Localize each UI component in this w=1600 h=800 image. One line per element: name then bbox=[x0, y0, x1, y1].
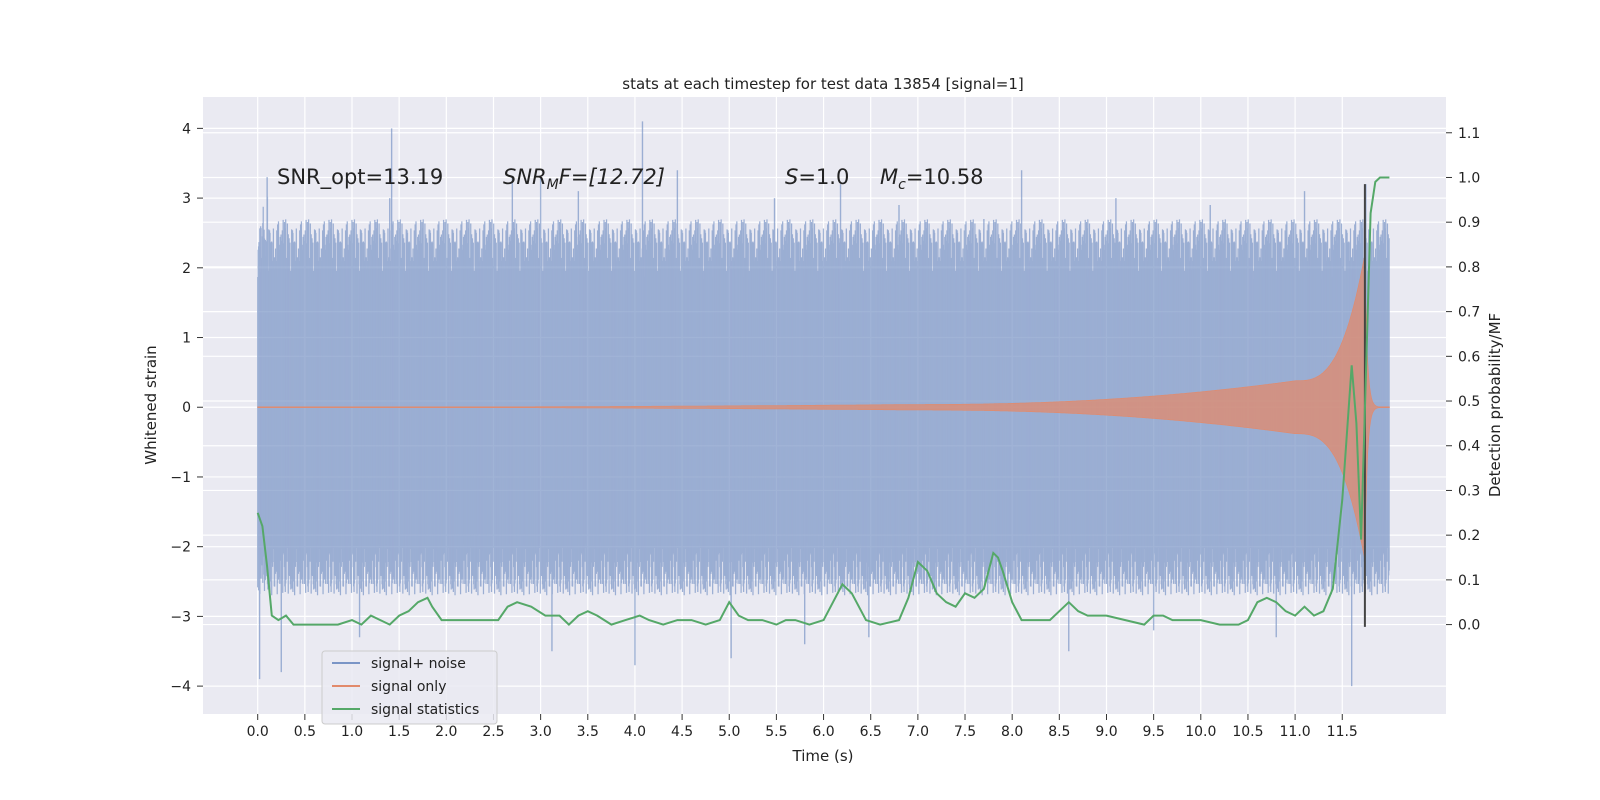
data-layer bbox=[256, 121, 1390, 687]
x-tick-label: 9.0 bbox=[1095, 724, 1117, 740]
y-tick-label: 0 bbox=[182, 400, 191, 416]
y-tick-label: −4 bbox=[170, 679, 191, 695]
annotation-s: S=1.0 bbox=[785, 165, 849, 189]
y-tick-label: 4 bbox=[182, 121, 191, 137]
x-tick-label: 11.5 bbox=[1327, 724, 1358, 740]
x-tick-label: 6.0 bbox=[812, 724, 834, 740]
chart-title: stats at each timestep for test data 138… bbox=[622, 75, 1023, 93]
annotation-snr-opt: SNR_opt=13.19 bbox=[277, 165, 443, 190]
y-tick-label: −1 bbox=[170, 470, 191, 486]
y-right-tick-label: 0.4 bbox=[1458, 439, 1480, 455]
x-tick-label: 6.5 bbox=[860, 724, 882, 740]
annotation-snr-mf: SNRMF=[12.72] bbox=[503, 165, 665, 193]
y-right-tick-label: 1.1 bbox=[1458, 126, 1480, 142]
y-right-tick-label: 0.3 bbox=[1458, 483, 1480, 499]
legend: signal+ noise signal only signal statist… bbox=[321, 650, 498, 725]
y-right-tick-label: 0.8 bbox=[1458, 260, 1480, 276]
x-tick-label: 9.5 bbox=[1143, 724, 1165, 740]
annotation-mc: Mc=10.58 bbox=[880, 165, 984, 193]
series-signal-only bbox=[257, 253, 1390, 561]
y-right-tick-label: 1.0 bbox=[1458, 170, 1480, 186]
x-tick-label: 11.0 bbox=[1280, 724, 1311, 740]
x-tick-label: 2.5 bbox=[482, 724, 504, 740]
y-right-tick-label: 0.2 bbox=[1458, 528, 1480, 544]
x-tick-label: 0.0 bbox=[247, 724, 269, 740]
x-tick-label: 1.5 bbox=[388, 724, 410, 740]
x-tick-label: 4.0 bbox=[624, 724, 646, 740]
y-tick-label: 3 bbox=[182, 191, 191, 207]
legend-label-signal-only: signal only bbox=[371, 679, 446, 695]
x-tick-label: 5.5 bbox=[765, 724, 787, 740]
x-tick-label: 10.0 bbox=[1185, 724, 1216, 740]
x-tick-label: 7.0 bbox=[907, 724, 929, 740]
x-tick-label: 2.0 bbox=[435, 724, 457, 740]
y-tick-label: 1 bbox=[182, 331, 191, 347]
x-tick-label: 7.5 bbox=[954, 724, 976, 740]
x-axis-label: Time (s) bbox=[792, 747, 854, 765]
y-tick-label: −2 bbox=[170, 540, 191, 556]
x-tick-label: 4.5 bbox=[671, 724, 693, 740]
x-tick-label: 10.5 bbox=[1232, 724, 1263, 740]
x-tick-label: 0.5 bbox=[294, 724, 316, 740]
x-tick-label: 8.0 bbox=[1001, 724, 1023, 740]
y-tick-label: 2 bbox=[182, 261, 191, 277]
x-tick-label: 3.5 bbox=[577, 724, 599, 740]
y-right-tick-label: 0.6 bbox=[1458, 349, 1480, 365]
legend-box bbox=[321, 650, 498, 725]
x-tick-label: 3.0 bbox=[529, 724, 551, 740]
ticks: 0.0 0.5 1.0 1.5 2.0 2.5 3.0 3.5 4.0 4.5 5.0 5.5 6.0 6… bbox=[170, 121, 1480, 740]
x-tick-label: 8.5 bbox=[1048, 724, 1070, 740]
y-right-tick-label: 0.1 bbox=[1458, 573, 1480, 589]
series-signal-noise bbox=[257, 121, 1390, 687]
series-signal-statistics bbox=[256, 176, 1390, 626]
y-axis-label: Whitened strain bbox=[142, 345, 160, 464]
legend-label-signal-noise: signal+ noise bbox=[371, 656, 466, 672]
y-right-tick-label: 0.0 bbox=[1458, 618, 1480, 634]
y-right-tick-label: 0.7 bbox=[1458, 305, 1480, 321]
y-right-tick-label: 0.9 bbox=[1458, 215, 1480, 231]
x-tick-label: 1.0 bbox=[341, 724, 363, 740]
y-right-tick-label: 0.5 bbox=[1458, 394, 1480, 410]
y-tick-label: −3 bbox=[170, 609, 191, 625]
x-tick-label: 5.0 bbox=[718, 724, 740, 740]
y-axis-right-label: Detection probability/MF bbox=[1486, 313, 1504, 497]
legend-label-signal-statistics: signal statistics bbox=[371, 702, 479, 718]
